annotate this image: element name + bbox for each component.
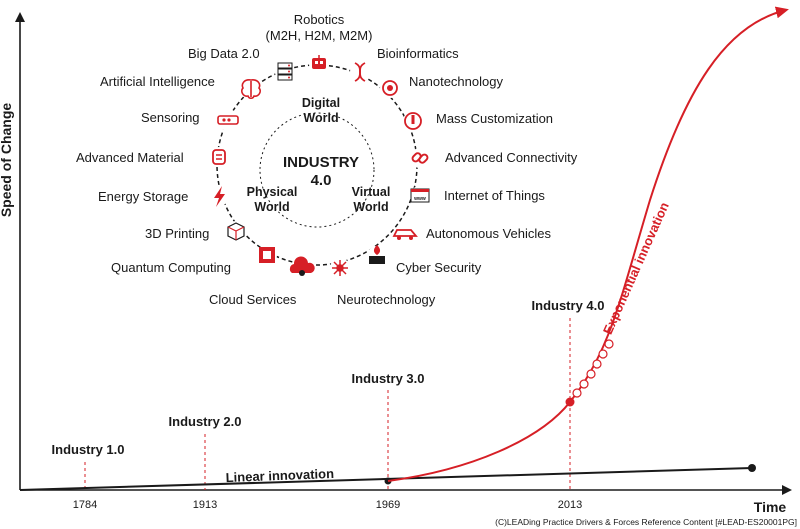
nano-icon bbox=[380, 78, 400, 98]
chain-link-icon bbox=[410, 148, 430, 168]
sensor-icon bbox=[217, 109, 239, 131]
material-icon bbox=[209, 147, 229, 167]
virtual-world-label: Virtual bbox=[352, 185, 391, 199]
virtual-world-label: World bbox=[353, 200, 388, 214]
inner-ring bbox=[259, 112, 375, 228]
robot-icon bbox=[309, 54, 329, 74]
year-label: 1969 bbox=[376, 499, 400, 511]
car-icon bbox=[392, 223, 418, 243]
tech-label-3d-printing: 3D Printing bbox=[145, 226, 209, 241]
quantum-chip-icon bbox=[257, 245, 277, 265]
tech-label-robotics: Robotics bbox=[294, 12, 345, 27]
tech-label-energy-storage: Energy Storage bbox=[98, 189, 188, 204]
tech-label-autonomous-vehicles: Autonomous Vehicles bbox=[426, 226, 552, 241]
tech-label-artificial-intelligence: Artificial Intelligence bbox=[100, 74, 215, 89]
industry-4-dot bbox=[565, 397, 575, 407]
physical-world-label: Physical bbox=[247, 185, 298, 199]
tech-label-bioinformatics: Bioinformatics bbox=[377, 46, 459, 61]
firewall-icon bbox=[367, 245, 387, 266]
neuron-icon bbox=[330, 258, 350, 278]
tech-label-advanced-material: Advanced Material bbox=[76, 150, 184, 165]
year-label: 2013 bbox=[558, 499, 582, 511]
tech-label-neurotechnology: Neurotechnology bbox=[337, 292, 436, 307]
server-icon bbox=[275, 62, 295, 82]
center-title: INDUSTRY bbox=[283, 154, 359, 171]
dna-icon bbox=[350, 62, 370, 82]
www-icon: www bbox=[410, 186, 430, 206]
tech-label-quantum-computing: Quantum Computing bbox=[111, 260, 231, 275]
digital-world-label: Digital bbox=[302, 96, 340, 110]
milestone-industry-4: Industry 4.0 bbox=[532, 298, 605, 313]
tech-label-mass-customization: Mass Customization bbox=[436, 111, 553, 126]
tech-label-cyber-security: Cyber Security bbox=[396, 260, 482, 275]
tech-label-big-data: Big Data 2.0 bbox=[188, 46, 260, 61]
exponential-innovation-curve bbox=[387, 6, 789, 482]
center-subtitle: 4.0 bbox=[311, 172, 332, 189]
tech-label-sensoring: Sensoring bbox=[141, 110, 200, 125]
tech-label-advanced-connectivity: Advanced Connectivity bbox=[445, 150, 578, 165]
milestone-industry-2: Industry 2.0 bbox=[169, 414, 242, 429]
physical-world-label: World bbox=[254, 200, 289, 214]
exponential-rings bbox=[572, 339, 614, 398]
svg-text:www: www bbox=[413, 196, 426, 202]
year-label: 1913 bbox=[193, 499, 217, 511]
x-axis-label: Time bbox=[754, 499, 787, 515]
milestone-industry-1: Industry 1.0 bbox=[52, 442, 125, 457]
linear-end-dot bbox=[748, 464, 756, 472]
tech-label-robotics-sub: (M2H, H2M, M2M) bbox=[266, 28, 373, 43]
digital-world-label: World bbox=[303, 111, 338, 125]
footer-credit: (C)LEADing Practice Drivers & Forces Ref… bbox=[495, 517, 797, 527]
milestone-industry-3: Industry 3.0 bbox=[352, 371, 425, 386]
linear-innovation-label: Linear innovation bbox=[225, 466, 334, 485]
lightning-icon bbox=[209, 186, 229, 207]
customization-icon bbox=[403, 111, 423, 131]
cube-icon bbox=[226, 221, 246, 241]
brain-icon bbox=[240, 78, 262, 100]
y-axis-label: Speed of Change bbox=[0, 103, 14, 218]
exponential-innovation-label: Exponential innovation bbox=[600, 200, 672, 337]
cloud-icon bbox=[289, 256, 315, 279]
tech-label-cloud-services: Cloud Services bbox=[209, 292, 297, 307]
tech-label-nanotechnology: Nanotechnology bbox=[409, 74, 503, 89]
tech-label-internet-of-things: Internet of Things bbox=[444, 188, 545, 203]
year-label: 1784 bbox=[73, 499, 97, 511]
